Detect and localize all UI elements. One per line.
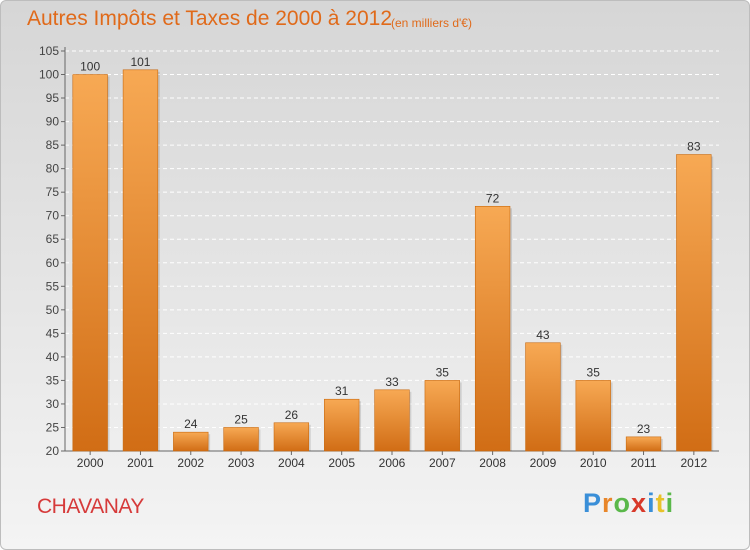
bar-value-label: 72 — [486, 191, 500, 205]
chart-subtitle: (en milliers d'€) — [391, 16, 472, 30]
bar-2001 — [122, 69, 159, 452]
bar-value-label: 100 — [80, 60, 100, 74]
y-tick-label: 75 — [46, 185, 60, 199]
y-tick-label: 25 — [46, 420, 60, 434]
y-tick-label: 20 — [46, 444, 60, 458]
y-tick-label: 60 — [46, 256, 60, 270]
y-tick-label: 45 — [46, 326, 60, 340]
y-tick-label: 65 — [46, 232, 60, 246]
bar-2011 — [625, 436, 662, 452]
bar-value-label: 35 — [587, 365, 601, 379]
commune-name: CHAVANAY — [37, 495, 144, 518]
y-tick-label: 80 — [46, 162, 60, 176]
bar-value-label: 26 — [285, 408, 299, 422]
bar-2009 — [525, 342, 561, 452]
x-tick-label: 2011 — [631, 456, 657, 470]
y-tick-label: 90 — [46, 115, 60, 129]
bar-2002 — [173, 431, 209, 452]
x-tick-label: 2006 — [379, 456, 406, 470]
bar-2005 — [324, 398, 360, 452]
y-tick-label: 50 — [46, 303, 60, 317]
y-tick-label: 70 — [46, 209, 60, 223]
proxiti-logo: Proxiti — [583, 488, 674, 519]
y-tick-label: 100 — [39, 68, 59, 82]
logo-letter: o — [613, 488, 632, 518]
bar-2007 — [424, 380, 460, 452]
x-tick-label: 2005 — [328, 456, 355, 470]
bar-2004 — [273, 422, 310, 452]
x-tick-label: 2007 — [429, 456, 456, 470]
bar-value-label: 31 — [335, 384, 349, 398]
logo-letter: i — [647, 488, 656, 518]
bar-2012 — [676, 154, 712, 452]
x-tick-label: 2003 — [228, 456, 255, 470]
bar-value-label: 24 — [184, 417, 198, 431]
bar-2006 — [374, 389, 410, 452]
bar-value-label: 25 — [234, 412, 248, 426]
y-tick-label: 55 — [46, 279, 60, 293]
bars — [72, 69, 714, 452]
bar-2008 — [474, 205, 511, 452]
y-tick-label: 85 — [46, 138, 60, 152]
x-tick-label: 2001 — [127, 456, 154, 470]
logo-letter: r — [602, 488, 614, 518]
y-tick-label: 35 — [46, 373, 60, 387]
x-tick-label: 2004 — [278, 456, 305, 470]
y-tick-label: 30 — [46, 397, 60, 411]
bar-value-label: 101 — [130, 55, 150, 69]
x-tick-label: 2002 — [177, 456, 204, 470]
y-tick-label: 105 — [39, 44, 59, 58]
logo-letter: t — [655, 488, 666, 518]
grid-lines — [65, 50, 719, 452]
bar-2010 — [575, 380, 611, 452]
y-tick-label: 40 — [46, 350, 60, 364]
y-tick-label: 95 — [46, 91, 60, 105]
logo-letter: x — [631, 488, 648, 518]
bar-value-label: 35 — [436, 365, 450, 379]
labels: 20 25 30 35 40 45 50 55 60 65 70 75 80 85 90 95 100 105 10… — [39, 44, 708, 470]
bar-value-label: 23 — [637, 422, 651, 436]
x-tick-label: 2012 — [680, 456, 707, 470]
bar-2000 — [72, 74, 108, 452]
logo-letter: i — [665, 488, 675, 518]
bar-value-label: 43 — [536, 328, 550, 342]
bar-value-label: 33 — [385, 375, 399, 389]
logo-letter: P — [583, 488, 603, 518]
bar-2003 — [223, 427, 259, 452]
x-tick-label: 2009 — [530, 456, 557, 470]
x-tick-label: 2000 — [77, 456, 104, 470]
chart-title: Autres Impôts et Taxes de 2000 à 2012 — [27, 7, 393, 30]
bar-value-label: 83 — [687, 140, 701, 154]
x-tick-label: 2008 — [479, 456, 506, 470]
x-tick-label: 2010 — [580, 456, 607, 470]
